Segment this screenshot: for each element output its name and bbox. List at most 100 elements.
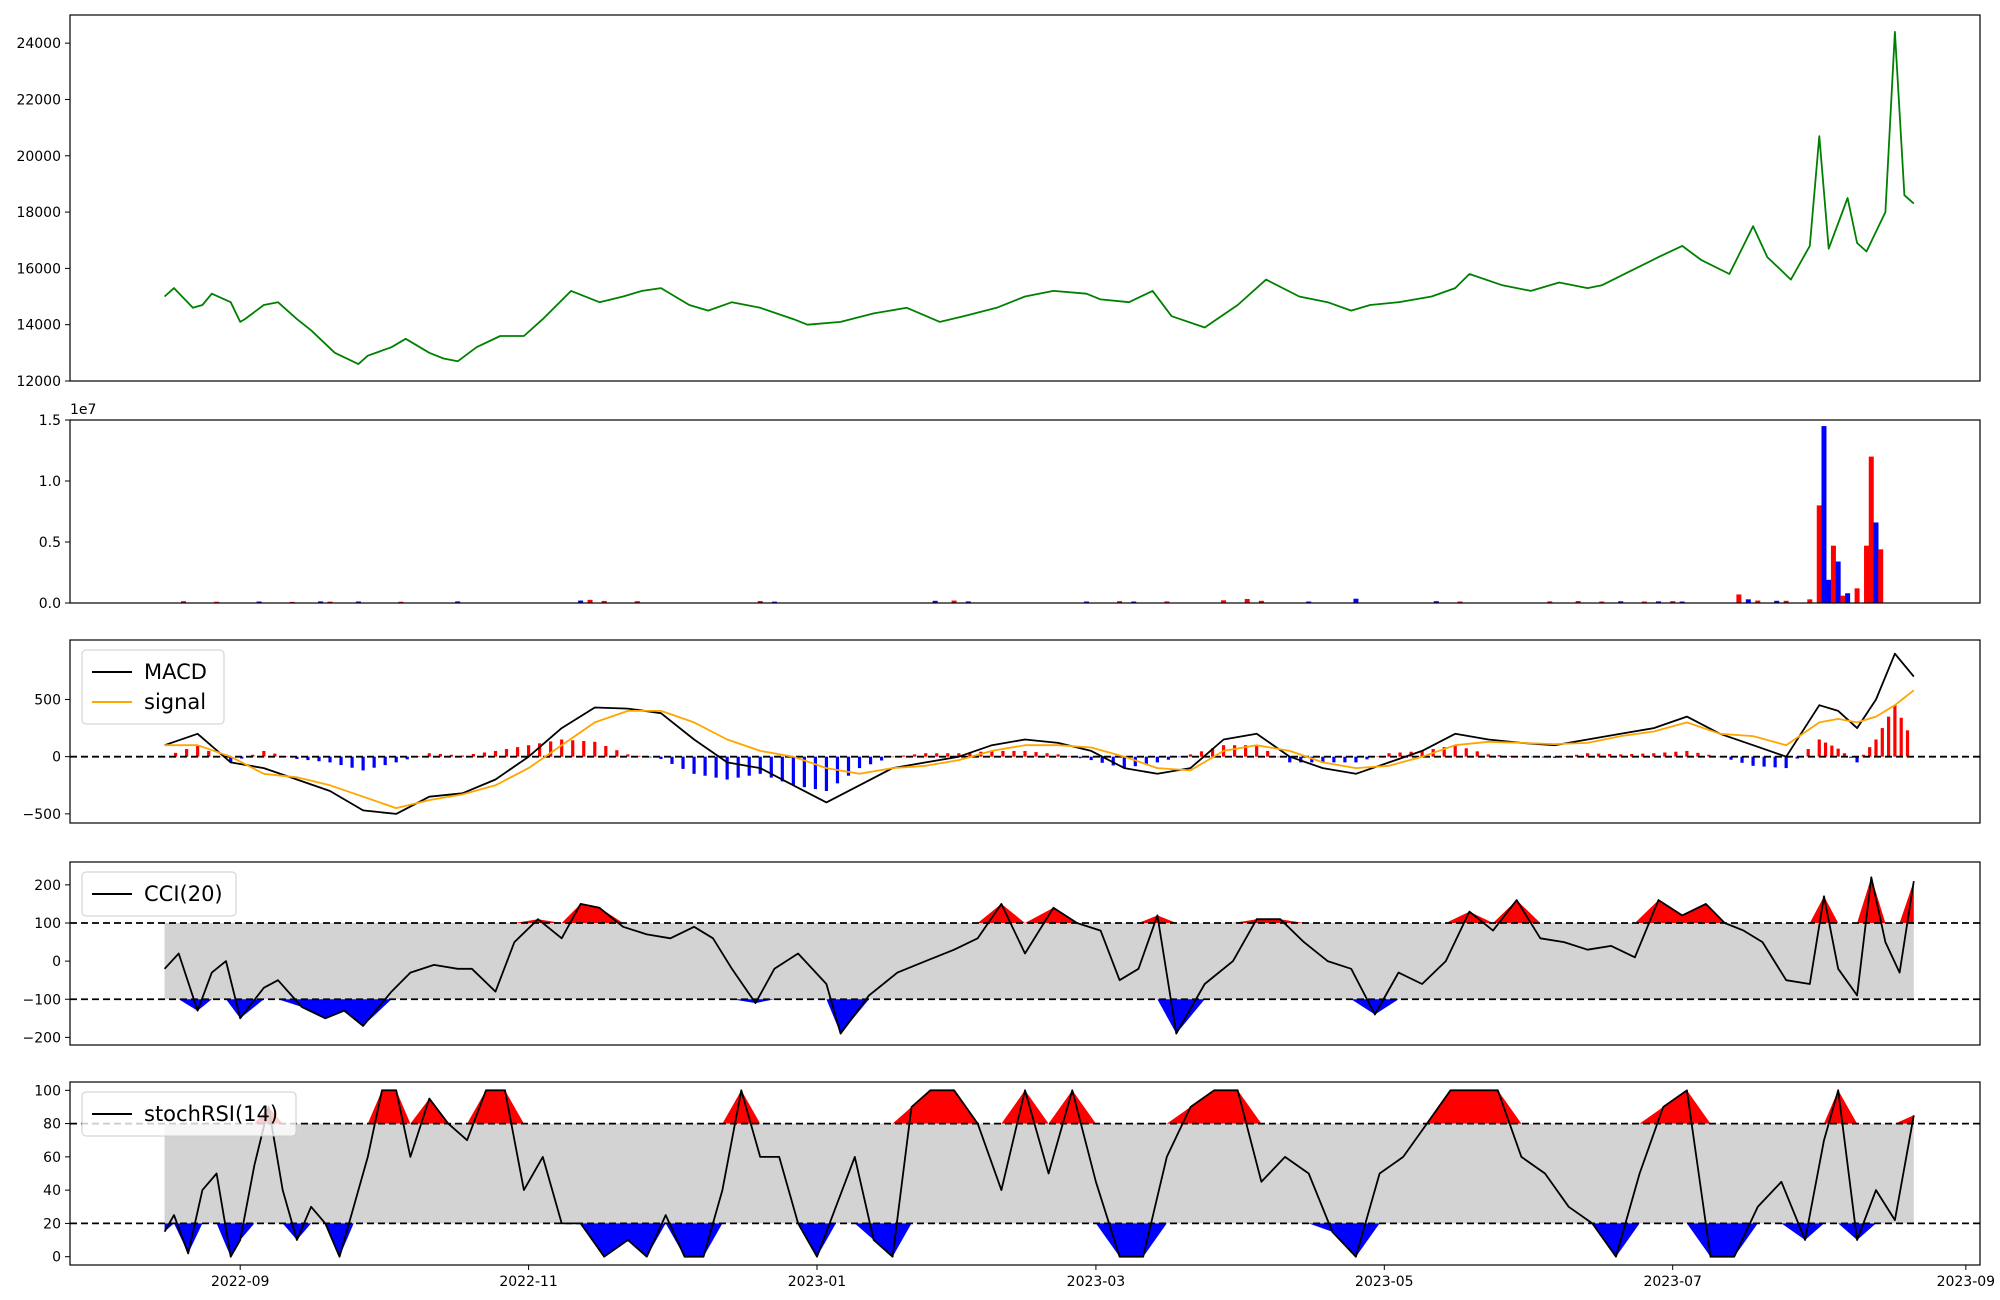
x-tick-label: 2023-05 — [1355, 1274, 1414, 1290]
macd-ytick-label: 0 — [52, 750, 61, 766]
volume-bar — [1821, 426, 1827, 603]
volume-bar — [932, 600, 938, 603]
volume-ytick-label: 1.0 — [39, 474, 61, 490]
macd-histogram-bar — [1255, 745, 1259, 757]
volume-bar — [951, 600, 957, 603]
price-ytick-label: 20000 — [16, 149, 61, 165]
macd-histogram-bar — [1464, 748, 1468, 757]
macd-histogram-bar — [846, 756, 851, 776]
macd-histogram-bar — [1321, 756, 1325, 763]
macd-histogram-bar — [725, 756, 729, 780]
volume-bar — [1433, 601, 1439, 603]
macd-legend: MACD signal — [81, 649, 225, 725]
macd-histogram-bar — [1836, 748, 1840, 757]
cci-legend-label: CCI(20) — [144, 882, 223, 906]
price-ytick-label: 18000 — [16, 205, 61, 221]
volume-bar — [601, 600, 607, 603]
macd-histogram-bar — [207, 750, 211, 757]
macd-histogram-bar — [394, 756, 398, 763]
macd-histogram-bar — [173, 752, 178, 757]
volume-bar — [1816, 505, 1822, 603]
macd-histogram-bar — [857, 756, 862, 769]
stochrsi-overbought-fill — [164, 1090, 1914, 1124]
macd-histogram-bar — [802, 756, 806, 788]
macd-histogram-bar — [1210, 748, 1215, 757]
macd-histogram-bar — [571, 740, 575, 757]
macd-legend-box — [81, 649, 225, 725]
stochrsi-legend-box — [81, 1091, 297, 1137]
macd-histogram-bar — [372, 756, 376, 768]
volume-bar — [1873, 522, 1879, 603]
macd-histogram-bar — [935, 753, 939, 757]
stochrsi-ytick-label: 60 — [43, 1150, 61, 1166]
macd-histogram-bar — [240, 756, 244, 759]
volume-ytick-label: 1.5 — [39, 413, 61, 429]
macd-histogram-bar — [1376, 756, 1380, 757]
macd-histogram-bar — [405, 756, 409, 760]
macd-histogram-bar — [1663, 752, 1667, 757]
cci-legend: CCI(20) — [81, 871, 237, 917]
macd-histogram-bar — [549, 741, 553, 757]
macd-histogram-bar — [1574, 754, 1579, 757]
macd-histogram-bar — [1886, 716, 1891, 757]
cci-neutral-band — [164, 923, 1914, 1000]
volume-bar — [455, 601, 461, 603]
macd-histogram-bar — [383, 756, 387, 766]
macd-histogram-bar — [1232, 745, 1237, 757]
volume-bar — [398, 601, 404, 603]
macd-histogram-bar — [1166, 756, 1171, 760]
price-ytick-label: 16000 — [16, 261, 61, 277]
macd-histogram-bar — [1177, 756, 1182, 758]
macd-histogram-bar — [1608, 753, 1612, 757]
macd-histogram-bar — [538, 743, 542, 757]
macd-plot-area — [70, 652, 1980, 815]
cci-axes-frame — [69, 861, 1981, 1046]
volume-bar — [1783, 600, 1789, 603]
macd-histogram-bar — [681, 756, 685, 769]
macd-histogram-bar — [946, 753, 950, 757]
volume-bar — [1618, 601, 1624, 603]
macd-histogram-bar — [1387, 753, 1391, 757]
volume-bar — [1864, 545, 1870, 603]
x-tick-label: 2023-03 — [1067, 1274, 1126, 1290]
macd-histogram-bar — [1188, 754, 1193, 757]
macd-histogram-bar — [1045, 753, 1049, 757]
stochrsi-legend-label: stochRSI(14) — [144, 1102, 278, 1126]
macd-histogram-bar — [515, 747, 520, 757]
macd-histogram-bar — [692, 756, 696, 774]
price-ytick-label: 14000 — [16, 318, 61, 334]
x-tick-label: 2023-07 — [1643, 1274, 1702, 1290]
volume-bar — [1353, 598, 1359, 603]
price-panel: 12000 14000 16000 18000 20000 22000 24000 — [16, 14, 1981, 390]
volume-bar — [1774, 600, 1780, 603]
macd-histogram-bar — [758, 756, 762, 774]
macd-histogram-bar — [593, 741, 597, 757]
macd-histogram-bar — [1729, 756, 1733, 760]
macd-histogram-bar — [560, 739, 564, 757]
macd-histogram-bar — [273, 753, 277, 757]
macd-legend-label: MACD — [144, 660, 207, 684]
volume-bar — [1826, 579, 1832, 603]
macd-histogram-bar — [868, 756, 873, 765]
volume-bar — [1840, 595, 1846, 603]
macd-histogram-bar — [1530, 756, 1535, 758]
stochrsi-ytick-label: 20 — [43, 1216, 61, 1232]
macd-histogram-bar — [262, 750, 266, 757]
volume-bar — [634, 601, 640, 603]
macd-histogram-bar — [990, 750, 994, 757]
macd-histogram-bar — [1563, 756, 1568, 757]
volume-bar — [1258, 600, 1264, 603]
stochrsi-ytick-label: 80 — [43, 1117, 61, 1133]
volume-bar — [180, 601, 186, 603]
volume-bar — [1854, 588, 1860, 603]
macd-histogram-bar — [1784, 756, 1788, 769]
macd-histogram-bar — [1806, 749, 1810, 757]
macd-histogram-bar — [1354, 756, 1358, 763]
macd-histogram-bar — [1277, 756, 1281, 758]
volume-bar — [1547, 601, 1553, 603]
cci-ytick-label: 0 — [52, 954, 61, 970]
volume-bar — [1679, 601, 1685, 603]
macd-histogram-bar — [879, 756, 884, 761]
macd-histogram-bar — [637, 755, 641, 757]
macd-histogram-bar — [1874, 739, 1878, 757]
